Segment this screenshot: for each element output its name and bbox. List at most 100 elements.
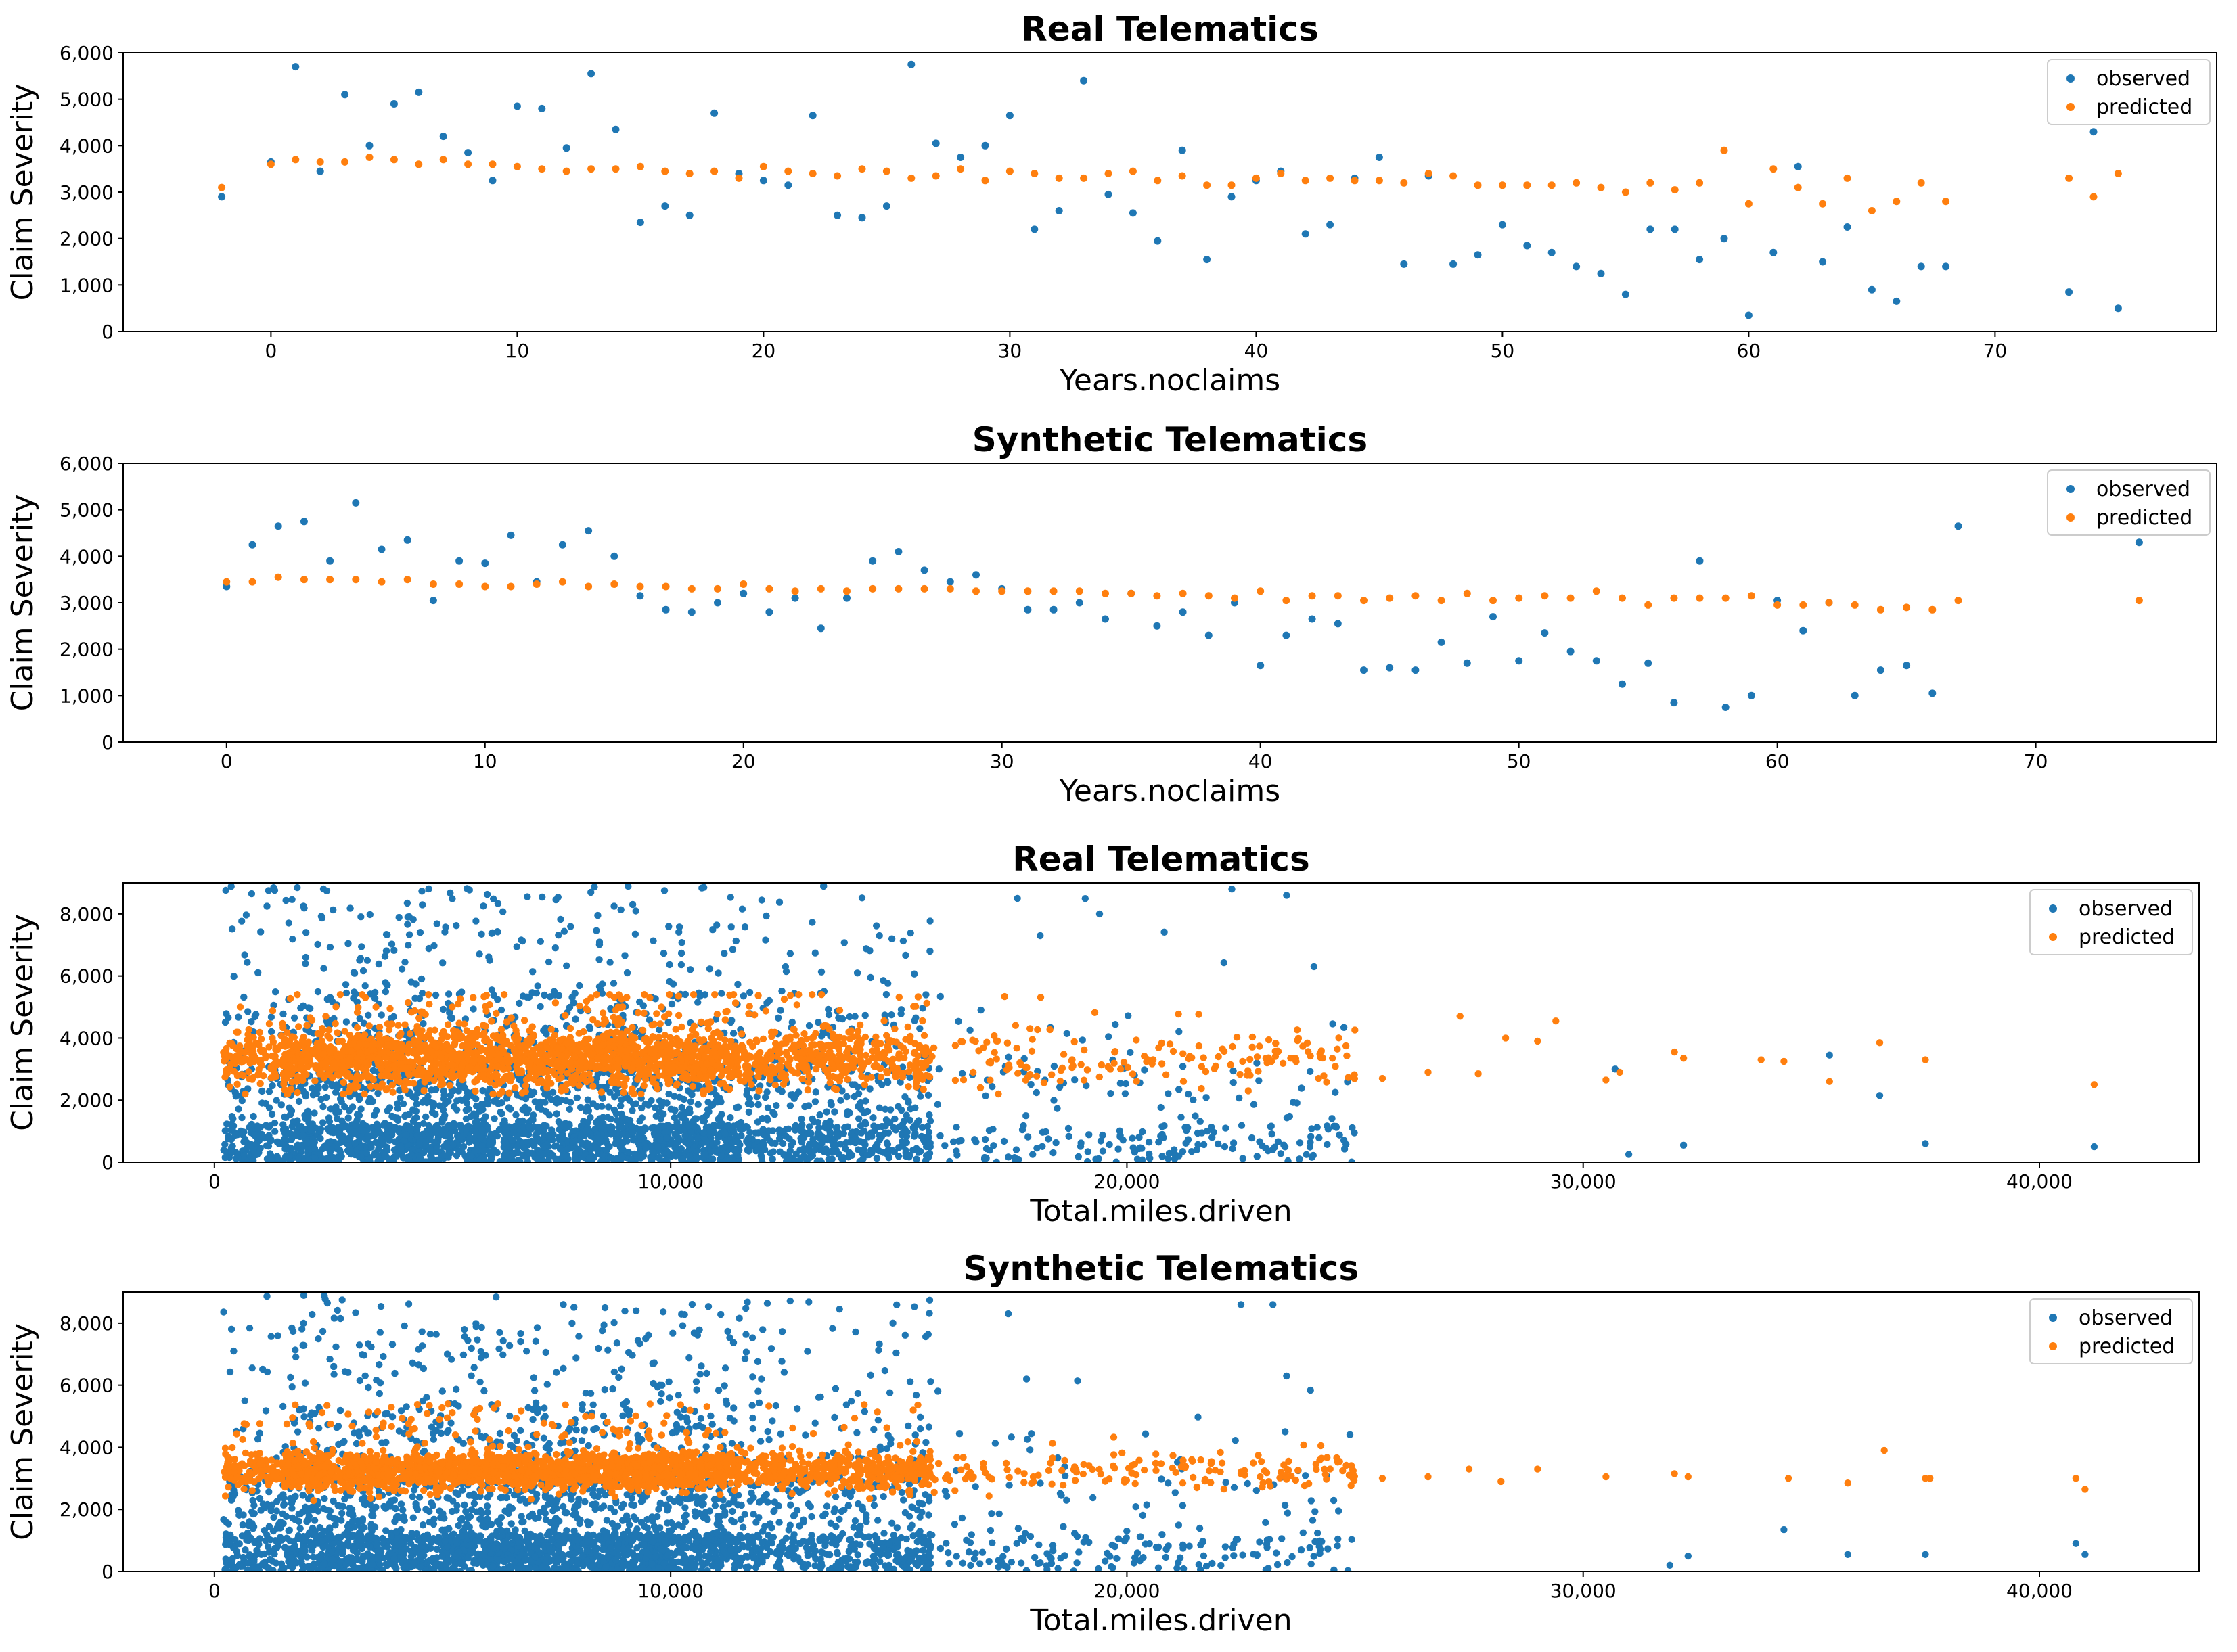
- x-tick-label: 40: [1248, 750, 1273, 773]
- observed-point: [791, 594, 799, 602]
- observed-point: [222, 1147, 229, 1155]
- observed-point: [1039, 1143, 1046, 1151]
- predicted-point: [804, 1086, 812, 1094]
- observed-point: [784, 1125, 792, 1133]
- observed-point: [490, 1146, 497, 1153]
- observed-point: [567, 923, 574, 930]
- observed-point: [440, 1114, 448, 1122]
- observed-point: [418, 888, 426, 895]
- observed-point: [540, 1026, 547, 1034]
- observed-point: [289, 936, 296, 943]
- observed-point: [280, 1127, 288, 1134]
- observed-point: [1136, 1157, 1144, 1162]
- predicted-point: [1049, 587, 1058, 595]
- observed-point: [422, 1113, 430, 1121]
- observed-point: [1005, 1053, 1012, 1061]
- observed-point: [1437, 638, 1445, 646]
- observed-point: [286, 1111, 294, 1118]
- y-tick-label: 4,000: [60, 135, 114, 157]
- x-tick-label: 60: [1737, 340, 1761, 362]
- observed-point: [1308, 615, 1316, 623]
- predicted-point: [1068, 1063, 1076, 1072]
- observed-point: [390, 100, 398, 108]
- observed-point: [525, 1149, 533, 1157]
- observed-point: [1065, 1132, 1072, 1141]
- observed-point: [901, 1093, 909, 1101]
- observed-point: [1107, 1090, 1114, 1097]
- observed-point: [1204, 631, 1213, 639]
- observed-point: [775, 1134, 784, 1143]
- observed-point: [516, 999, 523, 1007]
- observed-point: [1851, 691, 1859, 699]
- predicted-point: [1547, 181, 1556, 189]
- observed-point: [982, 1092, 989, 1100]
- observed-point: [302, 953, 310, 961]
- predicted-point: [1942, 198, 1950, 206]
- observed-point: [493, 1132, 501, 1140]
- observed-point: [714, 599, 721, 607]
- observed-point: [288, 896, 296, 904]
- chart-title: Real Telematics: [1021, 9, 1318, 49]
- observed-point: [304, 1114, 312, 1122]
- observed-point: [562, 144, 570, 152]
- observed-point: [677, 1145, 685, 1153]
- observed-point: [876, 1104, 884, 1111]
- observed-point: [409, 916, 417, 923]
- predicted-point: [489, 160, 497, 168]
- observed-point: [898, 1106, 905, 1114]
- observed-point: [530, 1142, 538, 1150]
- y-axis-label: Claim Severity: [5, 495, 40, 712]
- observed-point: [250, 1112, 257, 1120]
- observed-point: [903, 1132, 911, 1141]
- observed-point: [1097, 1137, 1105, 1145]
- observed-point: [553, 1099, 560, 1107]
- observed-point: [867, 973, 874, 982]
- predicted-point: [1236, 1070, 1244, 1078]
- observed-point: [912, 1014, 920, 1022]
- predicted-point: [951, 1042, 959, 1049]
- observed-point: [1160, 928, 1168, 936]
- observed-point: [357, 1105, 365, 1113]
- observed-point: [285, 919, 292, 927]
- observed-point: [423, 1127, 431, 1135]
- observed-point: [1547, 248, 1556, 256]
- observed-point: [886, 1106, 895, 1114]
- observed-point: [666, 1150, 673, 1157]
- observed-point: [578, 1139, 585, 1147]
- predicted-point: [566, 1024, 574, 1032]
- observed-point: [953, 1147, 960, 1155]
- observed-point: [1112, 1158, 1120, 1162]
- observed-point: [320, 965, 327, 972]
- predicted-point: [1794, 183, 1802, 191]
- observed-point: [238, 917, 246, 925]
- observed-point: [1621, 290, 1629, 298]
- observed-point: [817, 1157, 825, 1162]
- observed-point: [1153, 622, 1161, 630]
- observed-point: [897, 1010, 905, 1018]
- predicted-point: [1819, 200, 1827, 208]
- observed-point: [665, 923, 673, 930]
- x-tick-label: 20: [731, 750, 756, 773]
- predicted-point: [658, 1003, 665, 1011]
- observed-point: [1071, 1076, 1079, 1084]
- observed-point: [854, 1083, 861, 1091]
- observed-point: [936, 992, 945, 1001]
- predicted-point: [1046, 1026, 1054, 1034]
- predicted-point: [470, 994, 477, 1001]
- predicted-point: [558, 578, 566, 586]
- predicted-point: [629, 1024, 636, 1032]
- predicted-point: [754, 992, 762, 999]
- observed-point: [439, 1005, 447, 1013]
- observed-point: [666, 961, 673, 969]
- observed-point: [855, 1115, 863, 1122]
- observed-point: [721, 950, 728, 957]
- observed-point: [271, 1128, 279, 1135]
- observed-point: [514, 1148, 522, 1156]
- observed-point: [805, 1123, 813, 1130]
- observed-point: [1160, 1134, 1167, 1141]
- predicted-point: [970, 1068, 977, 1076]
- observed-point: [360, 1127, 367, 1134]
- predicted-point: [538, 165, 546, 173]
